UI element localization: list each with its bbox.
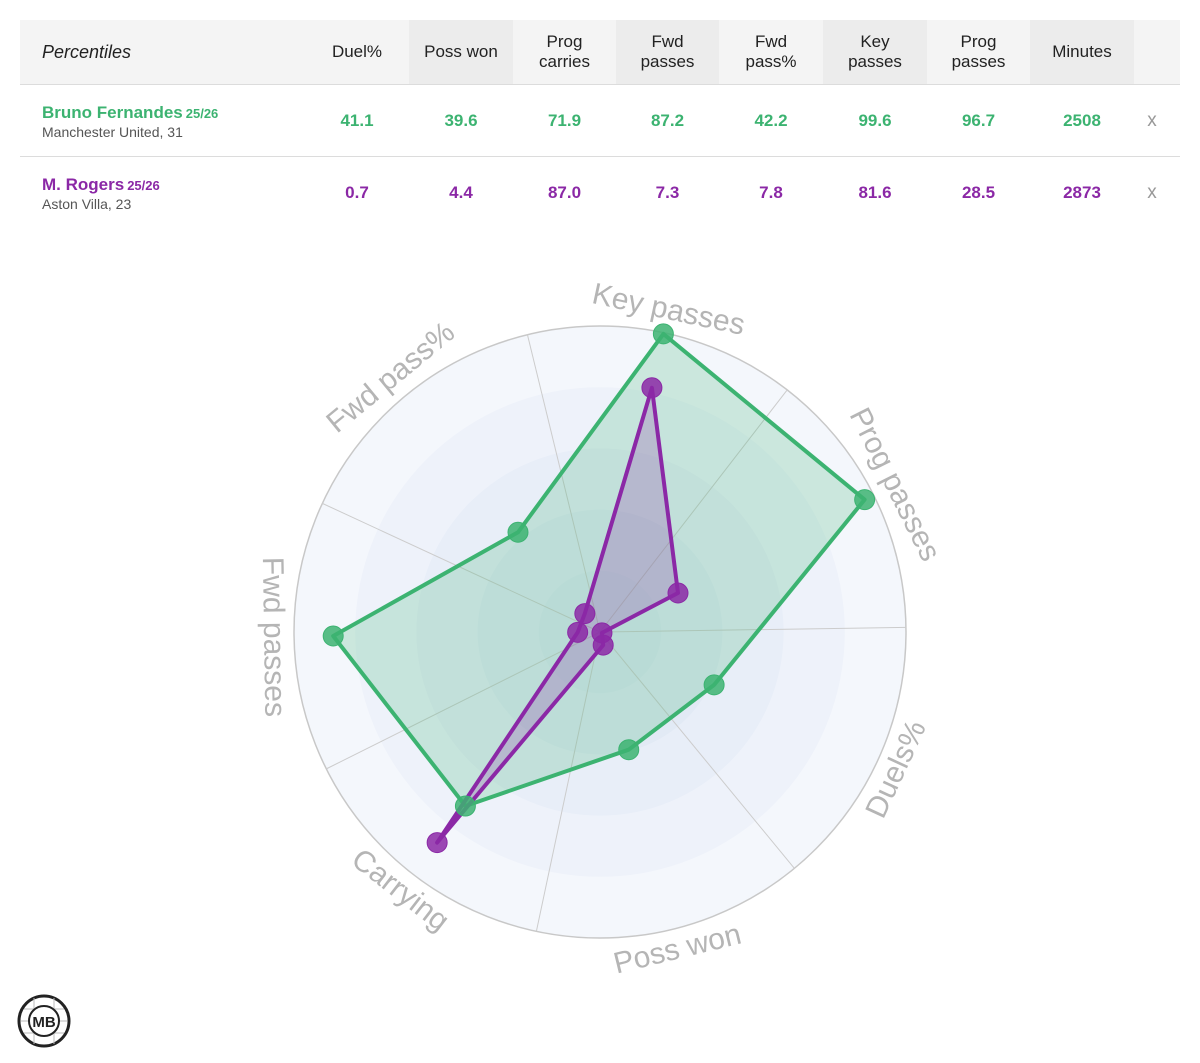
radar-point[interactable] bbox=[667, 582, 689, 604]
radar-point[interactable] bbox=[426, 832, 448, 854]
table-title: Percentiles bbox=[42, 42, 132, 62]
radar-spoke bbox=[326, 631, 601, 770]
column-header-fwd-passes[interactable]: Fwd passes bbox=[616, 20, 719, 84]
remove-player-button[interactable]: x bbox=[1147, 110, 1157, 131]
player-club-age: Aston Villa, 23 bbox=[42, 196, 132, 212]
radar-spoke bbox=[599, 631, 795, 869]
radar-spoke bbox=[599, 626, 906, 633]
value-key-passes: 99.6 bbox=[858, 111, 892, 130]
value-minutes: 2873 bbox=[1063, 183, 1101, 202]
value-key-passes: 81.6 bbox=[858, 183, 892, 202]
value-fwd-pass-pct: 7.8 bbox=[759, 183, 783, 202]
value-fwd-passes: 7.3 bbox=[655, 183, 680, 202]
value-poss-won: 4.4 bbox=[449, 183, 473, 202]
radar-point[interactable] bbox=[567, 621, 589, 643]
player-name[interactable]: Bruno Fernandes bbox=[42, 103, 183, 122]
player-season: 25/26 bbox=[127, 178, 160, 193]
radar-point[interactable] bbox=[703, 674, 725, 696]
radar-point[interactable] bbox=[574, 603, 596, 625]
player-row-bruno-fernandes: Bruno Fernandes 25/26 Manchester United, … bbox=[20, 85, 1180, 157]
radar-outer-ring bbox=[293, 325, 907, 939]
radar-point[interactable] bbox=[592, 634, 614, 656]
column-header-duel[interactable]: Duel% bbox=[331, 42, 383, 61]
logo-text: MB bbox=[32, 1014, 55, 1031]
value-fwd-passes: 87.2 bbox=[650, 111, 685, 130]
radar-spoke bbox=[526, 334, 601, 633]
column-header-poss-won[interactable]: Poss won bbox=[409, 20, 513, 84]
value-fwd-pass-pct: 42.2 bbox=[754, 111, 788, 130]
radar-point[interactable] bbox=[454, 795, 476, 817]
column-header-fwd-pass-pct[interactable]: Fwd pass% bbox=[745, 32, 797, 71]
radar-axis-label: Fwd passes bbox=[256, 557, 292, 718]
player-row-m-rogers: M. Rogers 25/26 Aston Villa, 23 0.7 4.4 8… bbox=[20, 157, 1180, 228]
mb-logo: MB bbox=[17, 994, 71, 1048]
radar-spoke bbox=[599, 389, 788, 633]
radar-point[interactable] bbox=[322, 625, 344, 647]
value-prog-carries: 71.9 bbox=[547, 111, 582, 130]
player-season: 25/26 bbox=[185, 106, 219, 121]
value-poss-won: 39.6 bbox=[444, 111, 478, 130]
column-header-prog-carries[interactable]: Prog carries bbox=[538, 32, 590, 71]
radar-point[interactable] bbox=[618, 739, 640, 761]
player-club-age: Manchester United, 31 bbox=[42, 124, 183, 140]
radar-point[interactable] bbox=[641, 377, 663, 399]
column-header-prog-passes[interactable]: Prog passes bbox=[951, 32, 1006, 71]
radar-spoke bbox=[322, 502, 601, 633]
table-header: Percentiles Duel% Poss won Prog carries F… bbox=[20, 20, 1180, 85]
remove-player-button[interactable]: x bbox=[1147, 182, 1157, 203]
value-prog-passes: 96.7 bbox=[961, 111, 996, 130]
radar-point[interactable] bbox=[507, 521, 529, 543]
player-name[interactable]: M. Rogers bbox=[42, 175, 125, 194]
radar-point[interactable] bbox=[854, 489, 876, 511]
radar-point[interactable] bbox=[652, 323, 674, 345]
player-name-block: M. Rogers 25/26 Aston Villa, 23 bbox=[42, 175, 160, 212]
value-prog-carries: 87.0 bbox=[547, 183, 582, 202]
value-minutes: 2508 bbox=[1063, 111, 1101, 130]
percentile-table: Percentiles Duel% Poss won Prog carries F… bbox=[20, 20, 1180, 228]
value-prog-passes: 28.5 bbox=[961, 183, 996, 202]
value-duel: 0.7 bbox=[345, 183, 369, 202]
player-name-block: Bruno Fernandes 25/26 Manchester United, … bbox=[42, 103, 218, 140]
column-header-key-passes[interactable]: Key passes bbox=[823, 20, 927, 84]
column-header-minutes[interactable]: Minutes bbox=[1030, 20, 1134, 84]
value-duel: 41.1 bbox=[340, 111, 374, 130]
radar-spoke bbox=[535, 631, 601, 932]
